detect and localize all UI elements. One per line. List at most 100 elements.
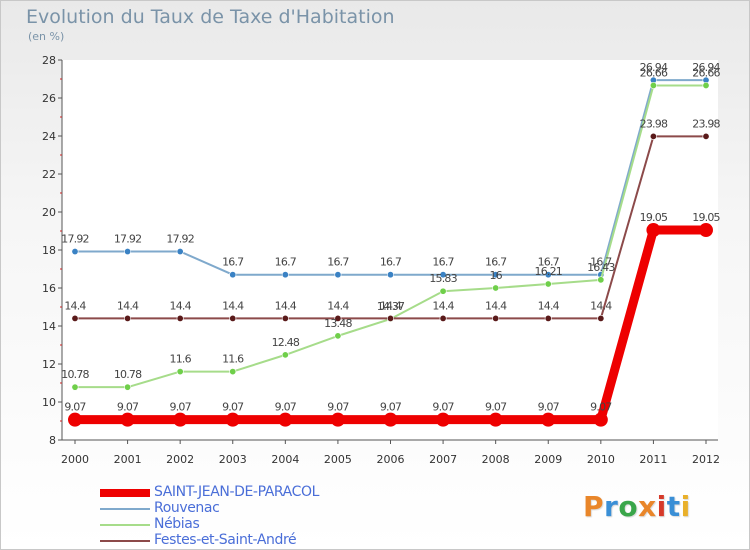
data-label: 19.05 (640, 211, 668, 224)
data-point (120, 412, 135, 427)
legend-item: Nébias (100, 516, 400, 533)
data-label: 19.05 (692, 211, 720, 224)
x-tick-label: 2011 (639, 453, 667, 466)
data-point (649, 81, 657, 89)
data-label: 9.07 (117, 401, 139, 414)
data-point (176, 314, 184, 322)
y-tick-label: 20 (42, 206, 56, 219)
x-tick-label: 2005 (324, 453, 352, 466)
y-tick-label: 18 (42, 244, 56, 257)
data-label: 23.98 (640, 117, 668, 130)
y-tick-label: 12 (42, 358, 56, 371)
data-label: 11.6 (170, 353, 192, 366)
data-point (597, 276, 605, 284)
logo-letter: x (638, 490, 657, 523)
data-point (176, 248, 184, 256)
y-tick-label: 8 (49, 434, 56, 447)
data-point (436, 412, 451, 427)
x-tick-label: 2006 (377, 453, 405, 466)
data-point (492, 284, 500, 292)
data-point (439, 314, 447, 322)
data-label: 14.4 (538, 299, 560, 312)
data-point (229, 271, 237, 279)
data-point (702, 132, 710, 140)
data-point (488, 412, 503, 427)
data-point (225, 412, 240, 427)
data-point (124, 248, 132, 256)
data-point (330, 412, 345, 427)
data-point (597, 314, 605, 322)
data-label: 9.07 (380, 401, 402, 414)
data-label: 12.48 (272, 336, 300, 349)
legend-label: Festes-et-Saint-André (154, 532, 297, 548)
legend-swatch (100, 489, 150, 497)
data-point (71, 248, 79, 256)
data-label: 10.78 (114, 368, 142, 381)
data-label: 15.83 (429, 272, 457, 285)
data-label: 23.98 (692, 117, 720, 130)
data-label: 17.92 (61, 233, 89, 246)
data-point (699, 223, 713, 238)
data-point (68, 412, 82, 427)
data-label: 16.7 (327, 256, 349, 269)
data-label: 14.4 (432, 299, 454, 312)
y-tick-label: 22 (42, 168, 56, 181)
data-point (541, 412, 556, 427)
x-tick-label: 2001 (114, 453, 142, 466)
x-tick-label: 2003 (219, 453, 247, 466)
data-label: 16.7 (485, 256, 507, 269)
data-label: 11.6 (222, 353, 244, 366)
data-label: 14.4 (170, 299, 192, 312)
data-label: 17.92 (166, 233, 194, 246)
data-point (702, 81, 710, 89)
x-tick-label: 2000 (61, 453, 89, 466)
x-tick-label: 2004 (271, 453, 299, 466)
logo-letter: i (656, 490, 667, 523)
logo-letter: i (680, 490, 691, 523)
legend-label: Rouvenac (154, 500, 220, 516)
data-label: 16.43 (587, 261, 615, 274)
data-point (334, 332, 342, 340)
data-label: 16.7 (590, 256, 612, 269)
data-point (278, 412, 293, 427)
data-label: 26.66 (640, 66, 668, 79)
legend-label: Nébias (154, 516, 200, 532)
data-label: 9.07 (538, 401, 560, 414)
data-label: 9.07 (275, 401, 297, 414)
data-point (492, 314, 500, 322)
data-point (229, 368, 237, 376)
data-label: 14.4 (590, 299, 612, 312)
data-label: 16.7 (222, 256, 244, 269)
data-label: 14.4 (117, 299, 139, 312)
data-label: 9.07 (64, 401, 86, 414)
proxiti-logo: Proxiti (583, 490, 691, 523)
data-point (649, 132, 657, 140)
x-tick-label: 2009 (534, 453, 562, 466)
logo-letter: o (618, 490, 639, 523)
data-point (386, 314, 394, 322)
legend-item: Festes-et-Saint-André (100, 532, 400, 549)
data-point (386, 271, 394, 279)
legend-item: SAINT-JEAN-DE-PARACOL (100, 484, 400, 501)
data-label: 26.94 (640, 61, 668, 74)
legend-swatch (100, 540, 150, 542)
logo-letter: t (666, 490, 681, 523)
data-point (71, 314, 79, 322)
legend-item: Rouvenac (100, 500, 400, 517)
logo-letter: P (583, 490, 605, 523)
data-point (71, 383, 79, 391)
data-label: 16.7 (538, 256, 560, 269)
data-point (544, 314, 552, 322)
data-point (439, 271, 447, 279)
data-point (124, 383, 132, 391)
data-point (544, 280, 552, 288)
data-label: 16.7 (432, 256, 454, 269)
data-point (281, 351, 289, 359)
legend-label: SAINT-JEAN-DE-PARACOL (154, 484, 319, 500)
data-point (646, 223, 661, 238)
chart-subtitle: (en %) (28, 30, 65, 43)
y-tick-label: 14 (42, 320, 56, 333)
legend-swatch (100, 508, 150, 510)
data-point (439, 287, 447, 295)
data-label: 9.07 (432, 401, 454, 414)
